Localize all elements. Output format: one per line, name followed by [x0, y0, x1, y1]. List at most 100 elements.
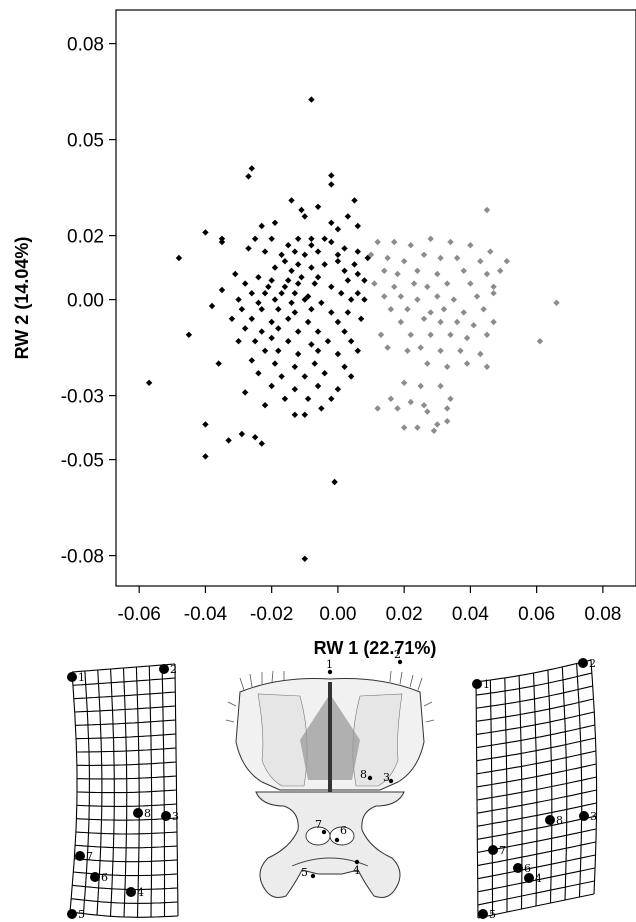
point-grey [483, 331, 491, 338]
x-axis-title: RW 1 (22.71%) [314, 638, 437, 658]
point-black [321, 261, 328, 268]
point-grey [394, 405, 401, 412]
point-grey [400, 258, 408, 265]
landmark-label: 7 [86, 850, 93, 863]
point-grey [377, 331, 385, 338]
x-tick-label: 0.04 [452, 604, 489, 625]
specimen-landmark-dot [327, 669, 333, 675]
point-black [255, 370, 262, 377]
point-black [351, 261, 358, 268]
point-black [251, 235, 259, 242]
landmark-label: 4 [137, 886, 144, 899]
point-black [328, 219, 335, 226]
grid-line [76, 761, 177, 766]
y-tick-label: 0.08 [67, 35, 104, 56]
point-grey [404, 306, 411, 313]
point-black [175, 254, 183, 262]
point-black [347, 296, 355, 303]
point-black [331, 478, 338, 486]
point-grey [420, 315, 428, 322]
point-grey [477, 350, 484, 358]
point-black [251, 434, 259, 441]
point-black [271, 296, 279, 303]
point-grey [463, 334, 471, 342]
x-tick-label: 0.02 [386, 604, 423, 625]
point-black [248, 357, 255, 364]
point-black [334, 318, 342, 326]
grid-line [72, 677, 176, 686]
point-black [344, 277, 352, 284]
landmark-dot [488, 845, 498, 855]
point-grey [430, 427, 438, 434]
point-black [314, 328, 322, 335]
x-tick-label: -0.04 [184, 604, 228, 625]
plot-frame [115, 9, 636, 587]
point-black [298, 206, 305, 214]
point-black [218, 286, 226, 294]
point-black [344, 213, 352, 220]
point-grey [387, 395, 395, 402]
point-grey [371, 280, 378, 287]
specimen-left-lobe [257, 693, 308, 787]
landmark-label: 8 [144, 807, 151, 820]
point-black [245, 245, 252, 252]
point-black [281, 395, 289, 402]
point-black [311, 360, 318, 367]
grid-line [476, 737, 596, 762]
point-black [294, 235, 302, 242]
point-black [258, 306, 265, 313]
point-black [347, 338, 355, 345]
point-grey [437, 382, 444, 390]
y-axis: 0.08 0.05 0.02 0.00 -0.03 -0.05 -0.08 [61, 35, 116, 568]
point-black [344, 309, 352, 316]
point-black [281, 258, 289, 265]
point-black [278, 290, 285, 297]
point-black [268, 277, 275, 284]
y-tick-label: 0.00 [67, 291, 104, 312]
point-black [304, 293, 312, 300]
point-grey [473, 293, 481, 300]
grid-line [73, 691, 176, 700]
point-black [294, 280, 302, 287]
specimen-landmark-label: 8 [360, 768, 367, 781]
point-black [301, 296, 308, 303]
point-grey [407, 398, 414, 406]
point-grey [424, 360, 431, 367]
landmark-dot [545, 815, 555, 825]
point-black [347, 373, 355, 380]
grid-line [69, 911, 179, 918]
point-black [334, 226, 342, 233]
grid-line [74, 858, 178, 863]
point-grey [483, 206, 491, 214]
grid-line [476, 672, 593, 696]
point-grey [367, 251, 375, 258]
landmark-label: 6 [524, 862, 531, 875]
point-black [268, 318, 275, 326]
point-grey [417, 344, 424, 351]
point-black [354, 290, 361, 297]
point-black [311, 280, 318, 287]
point-black [291, 290, 299, 297]
point-black [278, 251, 285, 258]
landmark-dot [90, 872, 100, 882]
point-black [261, 290, 269, 297]
point-grey [437, 318, 444, 326]
point-black [255, 299, 262, 306]
point-grey [394, 270, 401, 278]
landmark-dot [161, 811, 171, 821]
point-black [321, 235, 328, 242]
point-black [308, 306, 315, 313]
point-black [341, 267, 348, 274]
point-grey [497, 267, 504, 274]
grid-line [71, 898, 178, 904]
point-grey [384, 344, 391, 351]
point-black [354, 222, 361, 230]
point-black [275, 306, 282, 313]
point-grey [427, 331, 434, 338]
landmark-label: 3 [172, 810, 179, 823]
point-black [301, 411, 308, 418]
point-grey [490, 283, 497, 290]
point-grey [447, 331, 454, 338]
grid-line [477, 841, 597, 867]
point-grey [374, 405, 381, 412]
